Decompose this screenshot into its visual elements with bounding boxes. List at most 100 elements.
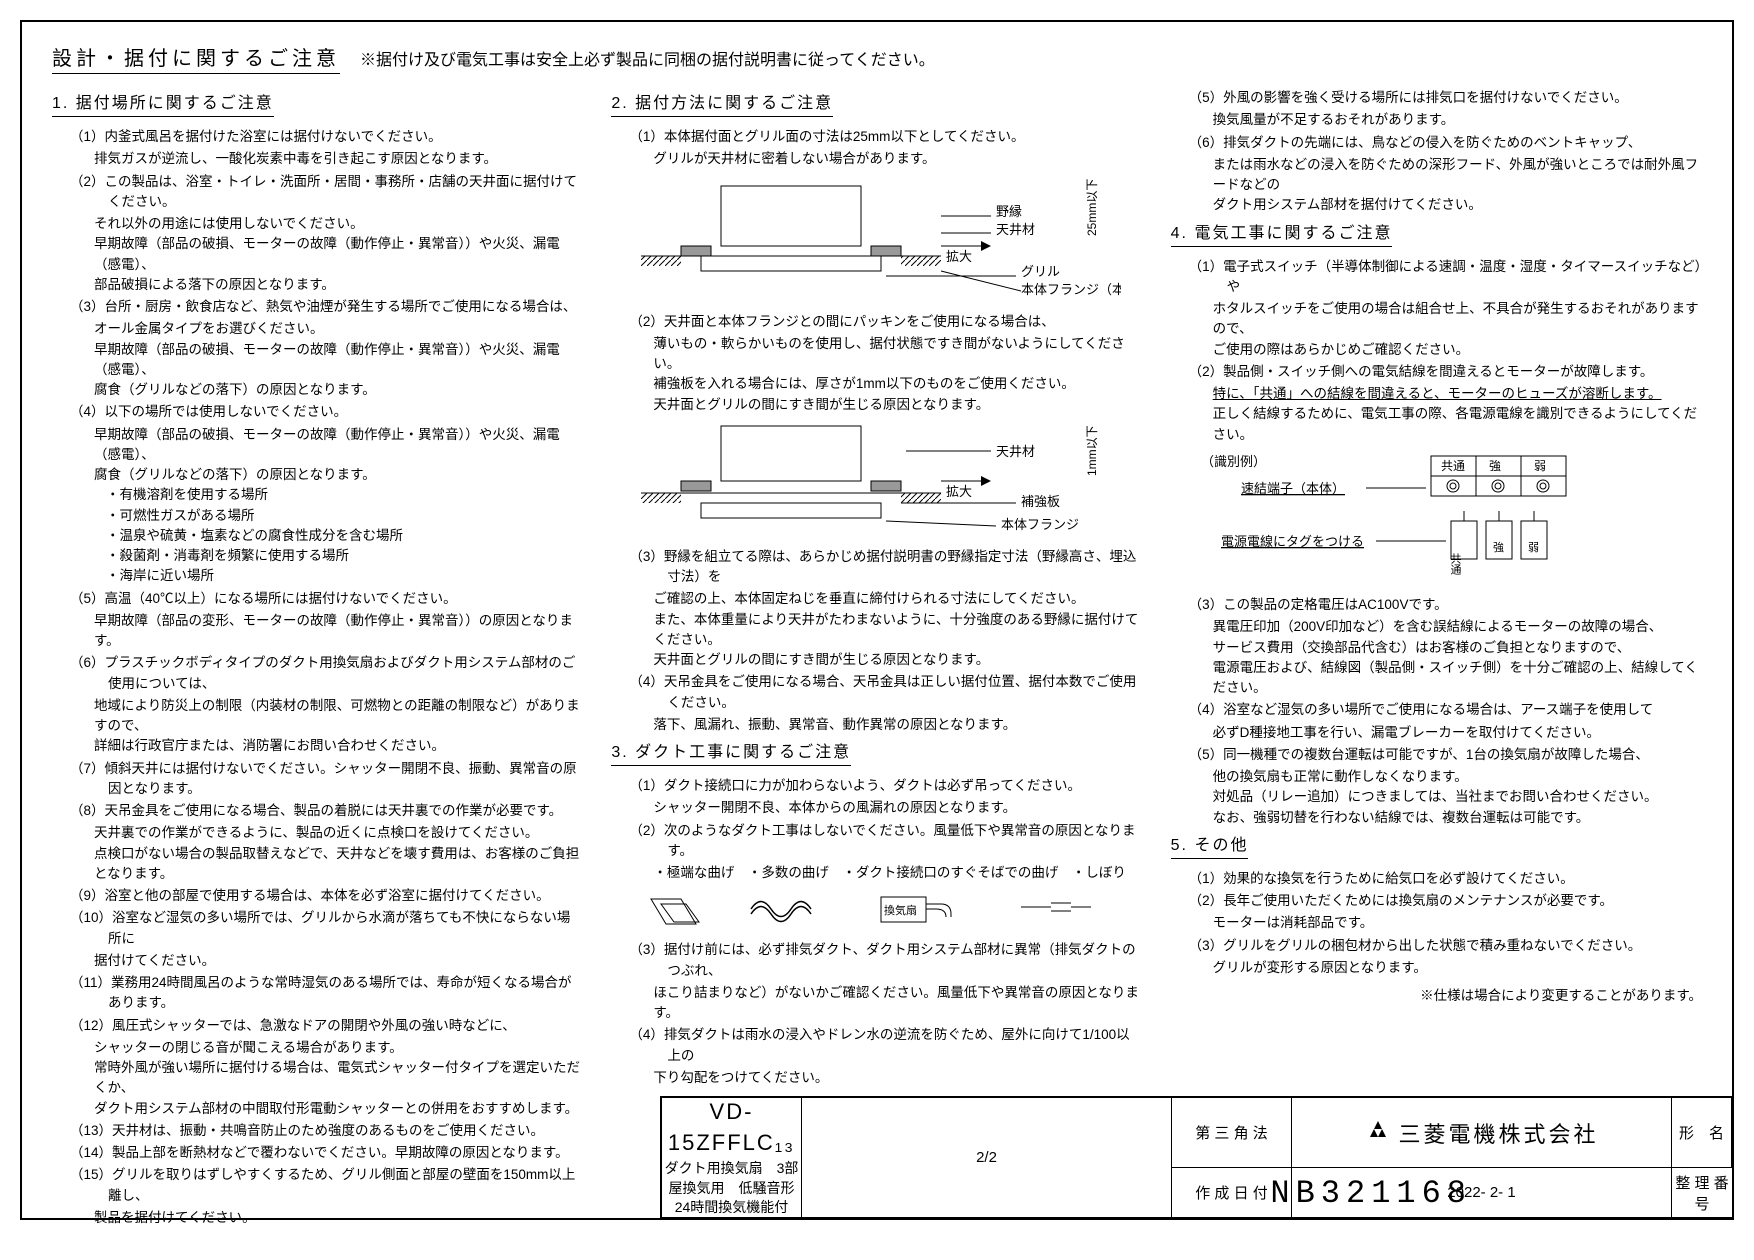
s1-i6c: 詳細は行政官庁または、消防署にお問い合わせください。 xyxy=(94,736,583,756)
s1-i11: （11）業務用24時間風呂のような常時湿気のある場所では、寿命が短くなる場合があ… xyxy=(70,973,583,1014)
s2-i1b: グリルが天井材に密着しない場合があります。 xyxy=(653,149,1142,169)
s1-i12c: 常時外風が強い場所に据付ける場合は、電気式シャッター付タイプを選定いただくか、 xyxy=(94,1058,583,1099)
mitsubishi-logo-icon xyxy=(1364,1121,1392,1145)
tb-desc2: 24時間換気機能付 xyxy=(675,1198,789,1218)
s1-i4d: ・有機溶剤を使用する場所 xyxy=(106,485,583,505)
page-frame: 設計・据付に関するご注意 ※据付け及び電気工事は安全上必ず製品に同梱の据付説明書… xyxy=(20,20,1734,1220)
title-block: 第 三 角 法 三菱電機株式会社 形 名 VD-15ZFFLC₁₃ ダクト用換気… xyxy=(660,1096,1732,1218)
wiring-diagram: （識別例） 速結端子（本体） 電源電線にタグをつける 共通 強 弱 xyxy=(1191,451,1651,581)
s1-i12b: シャッターの閉じる音が聞こえる場合があります。 xyxy=(94,1038,583,1058)
s3-i3: （3）据付け前には、必ず排気ダクト、ダクト用システム部材に異常（排気ダクトのつぶ… xyxy=(629,940,1142,981)
d2-dim: 1mm以下 xyxy=(1085,425,1099,476)
s1-i15: （15）グリルを取りはずしやすくするため、グリル側面と部屋の壁面を150mm以上… xyxy=(70,1165,583,1206)
w-t1: 共通 xyxy=(1449,552,1462,574)
s3-i4b: 下り勾配をつけてください。 xyxy=(653,1068,1142,1088)
s3-i4: （4）排気ダクトは雨水の浸入やドレン水の逆流を防ぐため、屋外に向けて1/100以… xyxy=(629,1025,1142,1066)
s2-i2c: 補強板を入れる場合には、厚さが1mm以下のものをご使用ください。 xyxy=(653,374,1142,394)
s1-i5: （5）高温（40℃以上）になる場所には据付けないでください。 xyxy=(70,589,583,609)
col-left: 1. 据付場所に関するご注意 （1）内釜式風呂を据付けた浴室には据付けないでくだ… xyxy=(52,86,583,1228)
s1-i8: （8）天吊金具をご使用になる場合、製品の着脱には天井裏での作業が必要です。 xyxy=(70,801,583,821)
s3-i2b: ・極端な曲げ ・多数の曲げ ・ダクト接続口のすぐそばでの曲げ ・しぼり xyxy=(653,863,1142,883)
s1-i3b: オール金属タイプをお選びください。 xyxy=(94,319,583,339)
d1-dim: 25mm以下 xyxy=(1085,178,1099,235)
col-right: （5）外風の影響を強く受ける場所には排気口を据付けないでください。 換気風量が不… xyxy=(1171,86,1702,1228)
s4-i2c: 正しく結線するために、電気工事の際、各電源電線を識別できるようにしてください。 xyxy=(1213,404,1702,445)
s1-i4: （4）以下の場所では使用しないでください。 xyxy=(70,402,583,422)
s3b-i5: （5）外風の影響を強く受ける場所には排気口を据付けないでください。 xyxy=(1189,88,1702,108)
s3-i1b: シャッター開閉不良、本体からの風漏れの原因となります。 xyxy=(653,798,1142,818)
s2-i4b: 落下、風漏れ、振動、異常音、動作異常の原因となります。 xyxy=(653,715,1142,735)
s4-i1: （1）電子式スイッチ（半導体制御による速調・温度・湿度・タイマースイッチなど）や xyxy=(1189,257,1702,298)
s1-i2b: それ以外の用途には使用しないでください。 xyxy=(94,214,583,234)
s2-i2d: 天井面とグリルの間にすき間が生じる原因となります。 xyxy=(653,395,1142,415)
s4-i3b: 異電圧印加（200V印加など）を含む誤結線によるモーターの故障の場合、 xyxy=(1213,617,1702,637)
tb-serial: NB321168 xyxy=(1270,1175,1472,1212)
s4-i5c: 対処品（リレー追加）につきましては、当社までお問い合わせください。 xyxy=(1213,787,1702,807)
tb-model-num: VD-15ZFFLC₁₃ xyxy=(662,1097,801,1159)
s4-i1c: ご使用の際はあらかじめご確認ください。 xyxy=(1213,340,1702,360)
s5-i1: （1）効果的な換気を行うために給気口を必ず設けてください。 xyxy=(1189,869,1702,889)
d1-lbl5: 本体フランジ（本体据付面） xyxy=(1021,282,1121,297)
s1-i4g: ・殺菌剤・消毒剤を頻繁に使用する場所 xyxy=(106,546,583,566)
s4-i3c: サービス費用（交換部品代含む）はお客様のご負担となりますので、 xyxy=(1213,638,1702,658)
tb-page: 2/2 xyxy=(802,1098,1172,1218)
s4-i4b: 必ずD種接地工事を行い、漏電ブレーカーを取付けてください。 xyxy=(1213,723,1702,743)
s3b-i6b: または雨水などの浸入を防ぐための深形フード、外風が強いところでは耐外風フードなど… xyxy=(1213,155,1702,196)
s1-i4c: 腐食（グリルなどの落下）の原因となります。 xyxy=(94,465,583,485)
s3b-i5b: 換気風量が不足するおそれがあります。 xyxy=(1213,110,1702,130)
sec4-head: 4. 電気工事に関するご注意 xyxy=(1171,222,1393,247)
s1-i12: （12）風圧式シャッターでは、急激なドアの開閉や外風の強い時などに、 xyxy=(70,1016,583,1036)
w-tag: 電源電線にタグをつける xyxy=(1221,534,1364,549)
s1-i14: （14）製品上部を断熱材などで覆わないでください。早期故障の原因となります。 xyxy=(70,1143,583,1163)
tb-company: 三菱電機株式会社 xyxy=(1292,1098,1672,1168)
s1-i8c: 点検口がない場合の製品取替えなどで、天井などを壊す費用は、お客様のご負担となりま… xyxy=(94,844,583,885)
s1-i4f: ・温泉や硫黄・塩素などの腐食性成分を含む場所 xyxy=(106,526,583,546)
s4-i4: （4）浴室など湿気の多い場所でご使用になる場合は、アース端子を使用して xyxy=(1189,700,1702,720)
s4-i5d: なお、強弱切替を行わない結線では、複数台運転は可能です。 xyxy=(1213,808,1702,828)
d2-lbl3: 補強板 xyxy=(1021,494,1060,509)
d2-lbl1: 天井材 xyxy=(996,444,1035,459)
s1-i4e: ・可燃性ガスがある場所 xyxy=(106,506,583,526)
sec3-head: 3. ダクト工事に関するご注意 xyxy=(611,741,851,766)
s2-i3b: ご確認の上、本体固定ねじを垂直に締付けられる寸法にしてください。 xyxy=(653,589,1142,609)
s5-i2: （2）長年ご使用いただくためには換気扇のメンテナンスが必要です。 xyxy=(1189,891,1702,911)
s1-i6b: 地域により防災上の制限（内装材の制限、可燃物との距離の制限など）がありますので、 xyxy=(94,696,583,737)
s4-i3d: 電源電圧および、結線図（製品側・スイッチ側）を十分ご確認の上、結線してください。 xyxy=(1213,658,1702,699)
s1-i3d: 腐食（グリルなどの落下）の原因となります。 xyxy=(94,380,583,400)
sec5-head: 5. その他 xyxy=(1171,834,1249,859)
s1-i12d: ダクト用システム部材の中間取付形電動シャッターとの併用をおすすめします。 xyxy=(94,1099,583,1119)
s3-i3b: ほこり詰まりなど）がないかご確認ください。風量低下や異常音の原因となります。 xyxy=(653,983,1142,1024)
w-ex: （識別例） xyxy=(1201,454,1266,469)
s2-i3: （3）野縁を組立てる際は、あらかじめ据付説明書の野縁指定寸法（野縁高さ、埋込寸法… xyxy=(629,547,1142,588)
s3b-i6c: ダクト用システム部材を据付けてください。 xyxy=(1213,195,1702,215)
tb-company-text: 三菱電機株式会社 xyxy=(1398,1117,1598,1149)
s1-i6: （6）プラスチックボディタイプのダクト用換気扇およびダクト用システム部材のご使用… xyxy=(70,653,583,694)
sec1-head: 1. 据付場所に関するご注意 xyxy=(52,92,274,117)
s4-i5: （5）同一機種での複数台運転は可能ですが、1台の換気扇が故障した場合、 xyxy=(1189,745,1702,765)
w-c2: 強 xyxy=(1489,459,1501,473)
columns: 1. 据付場所に関するご注意 （1）内釜式風呂を据付けた浴室には据付けないでくだ… xyxy=(52,86,1702,1228)
spec-note: ※仕様は場合により変更することがあります。 xyxy=(1171,986,1702,1006)
s4-i5b: 他の換気扇も正常に動作しなくなります。 xyxy=(1213,767,1702,787)
s3-i2: （2）次のようなダクト工事はしないでください。風量低下や異常音の原因となります。 xyxy=(629,821,1142,862)
diagram-2: 天井材 拡大 補強板 本体フランジ 1mm以下 xyxy=(641,421,1121,541)
s1-i8b: 天井裏での作業ができるように、製品の近くに点検口を設けてください。 xyxy=(94,823,583,843)
s1-i13: （13）天井材は、振動・共鳴音防止のため強度のあるものをご使用ください。 xyxy=(70,1121,583,1141)
d1-lbl2: 天井材 xyxy=(996,222,1035,237)
tb-shape-lbl: 形 名 xyxy=(1672,1098,1732,1168)
d1-lbl3: 拡大 xyxy=(946,249,972,264)
s1-i2d: 部品破損による落下の原因となります。 xyxy=(94,275,583,295)
tb-model: VD-15ZFFLC₁₃ ダクト用換気扇 3部屋換気用 低騒音形 24時間換気機… xyxy=(662,1098,802,1218)
tb-serial-lbl: 整 理 番 号 xyxy=(1672,1168,1732,1218)
s2-i4: （4）天吊金具をご使用になる場合、天吊金具は正しい据付位置、据付本数でご使用くだ… xyxy=(629,672,1142,713)
d1-lbl4: グリル xyxy=(1021,264,1060,279)
s1-i7: （7）傾斜天井には据付けないでください。シャッター開閉不良、振動、異常音の原因と… xyxy=(70,759,583,800)
s2-i3c: また、本体重量により天井がたわまないように、十分強度のある野縁に据付けてください… xyxy=(653,610,1142,651)
s1-i3: （3）台所・厨房・飲食店など、熱気や油煙が発生する場所でご使用になる場合は、 xyxy=(70,297,583,317)
s1-i15b: 製品を据付けてください。 xyxy=(94,1208,583,1228)
sec2-head: 2. 据付方法に関するご注意 xyxy=(611,92,833,117)
s1-i4b: 早期故障（部品の破損、モーターの故障（動作停止・異常音））や火災、漏電（感電）、 xyxy=(94,425,583,466)
d2-lbl2: 拡大 xyxy=(946,484,972,499)
s1-i5b: 早期故障（部品の変形、モーターの故障（動作停止・異常音））の原因となります。 xyxy=(94,611,583,652)
s4-i1b: ホタルスイッチをご使用の場合は組合せ上、不具合が発生するおそれがありますので、 xyxy=(1213,299,1702,340)
